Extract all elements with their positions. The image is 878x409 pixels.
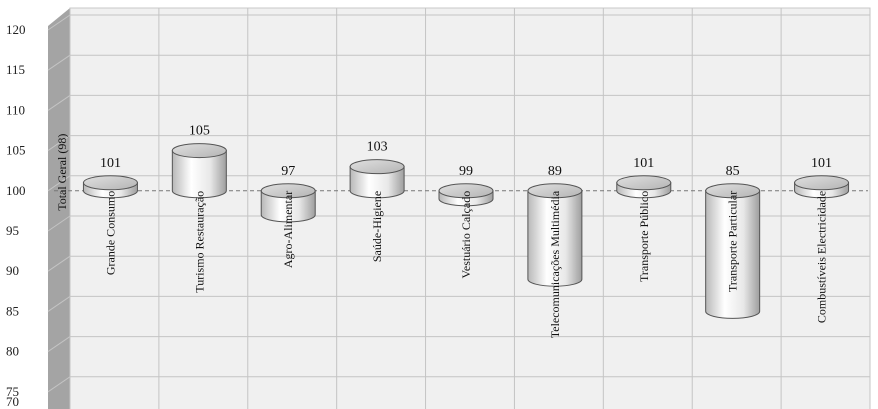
baseline-label: Total Geral (98)	[55, 134, 69, 211]
gridline-wall	[47, 94, 71, 111]
gridline-wall	[47, 135, 71, 152]
bar-body	[171, 150, 227, 199]
bar: 99 Vestuário Calçado	[438, 164, 494, 279]
data-label: 105	[189, 124, 210, 139]
y-tick-label: 90	[6, 263, 19, 278]
bar: 101 Grande Consumo	[82, 156, 138, 275]
bar-cap	[349, 159, 405, 175]
bar-cap	[527, 183, 583, 199]
bar: 97 Agro-Alimentar	[260, 164, 316, 268]
category-label: Telecomunicações Multimédia	[548, 190, 562, 338]
category-label: Transporte Particular	[726, 191, 740, 292]
category-label: Agro-Alimentar	[281, 191, 295, 268]
y-tick-label: 95	[6, 223, 19, 238]
y-tick-label: 105	[6, 143, 26, 158]
bar-cap	[260, 183, 316, 199]
bar-cap	[82, 175, 138, 191]
bars: 101 Grande Consumo 105 Turismo Restauração 9…	[82, 124, 850, 338]
y-tick-label: 75	[6, 384, 19, 399]
y-tick-label: 115	[6, 62, 25, 77]
category-label: Turismo Restauração	[192, 191, 206, 293]
gridline-wall	[47, 255, 71, 272]
gridline-wall	[47, 295, 71, 312]
bar-cap	[438, 183, 494, 199]
bar-cap	[794, 175, 850, 191]
y-tick-label: 85	[6, 303, 19, 318]
gridline-wall	[47, 14, 71, 31]
bar-body	[349, 166, 405, 199]
y-tick-label: 120	[6, 22, 26, 37]
bar: 103 Saúde-Higiene	[349, 140, 405, 262]
data-label: 101	[100, 156, 121, 171]
category-label: Vestuário Calçado	[459, 191, 473, 279]
gridline-wall	[47, 336, 71, 353]
bar: 105 Turismo Restauração	[171, 124, 227, 293]
bar-body	[527, 190, 583, 287]
bar-cap	[616, 175, 672, 191]
bar: 89 Telecomunicações Multimédia	[527, 164, 583, 338]
data-label: 101	[811, 156, 832, 171]
bar-body	[705, 190, 761, 319]
left-wall	[48, 8, 70, 409]
category-label: Grande Consumo	[103, 191, 117, 275]
y-tick-label: 100	[6, 183, 26, 198]
gridline-wall	[47, 215, 71, 232]
y-tick-label: 70	[6, 394, 19, 409]
data-label: 99	[459, 164, 473, 179]
bar: 101 Transporte Público	[616, 156, 672, 282]
category-label: Saúde-Higiene	[370, 191, 384, 262]
y-tick-label: 80	[6, 344, 19, 359]
gridline-wall	[47, 376, 71, 393]
bar: 85 Transporte Particular	[705, 164, 761, 319]
data-label: 103	[367, 140, 388, 155]
gridline-wall	[47, 175, 71, 192]
category-label: Combustíveis Electricidade	[815, 191, 829, 323]
bar-cap	[705, 183, 761, 199]
data-label: 101	[633, 156, 654, 171]
data-label: 97	[281, 164, 295, 179]
data-label: 89	[548, 164, 562, 179]
category-label: Transporte Público	[637, 191, 651, 282]
bar-body	[260, 190, 316, 223]
data-label: 85	[726, 164, 740, 179]
gridline-wall	[47, 54, 71, 71]
bar-cap	[171, 143, 227, 159]
y-tick-label: 110	[6, 102, 25, 117]
bar: 101 Combustíveis Electricidade	[794, 156, 850, 323]
